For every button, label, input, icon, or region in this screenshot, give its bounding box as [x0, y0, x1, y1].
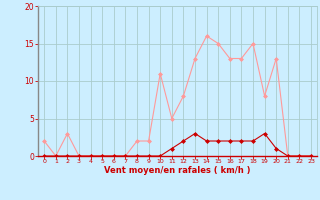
X-axis label: Vent moyen/en rafales ( km/h ): Vent moyen/en rafales ( km/h ) [104, 166, 251, 175]
